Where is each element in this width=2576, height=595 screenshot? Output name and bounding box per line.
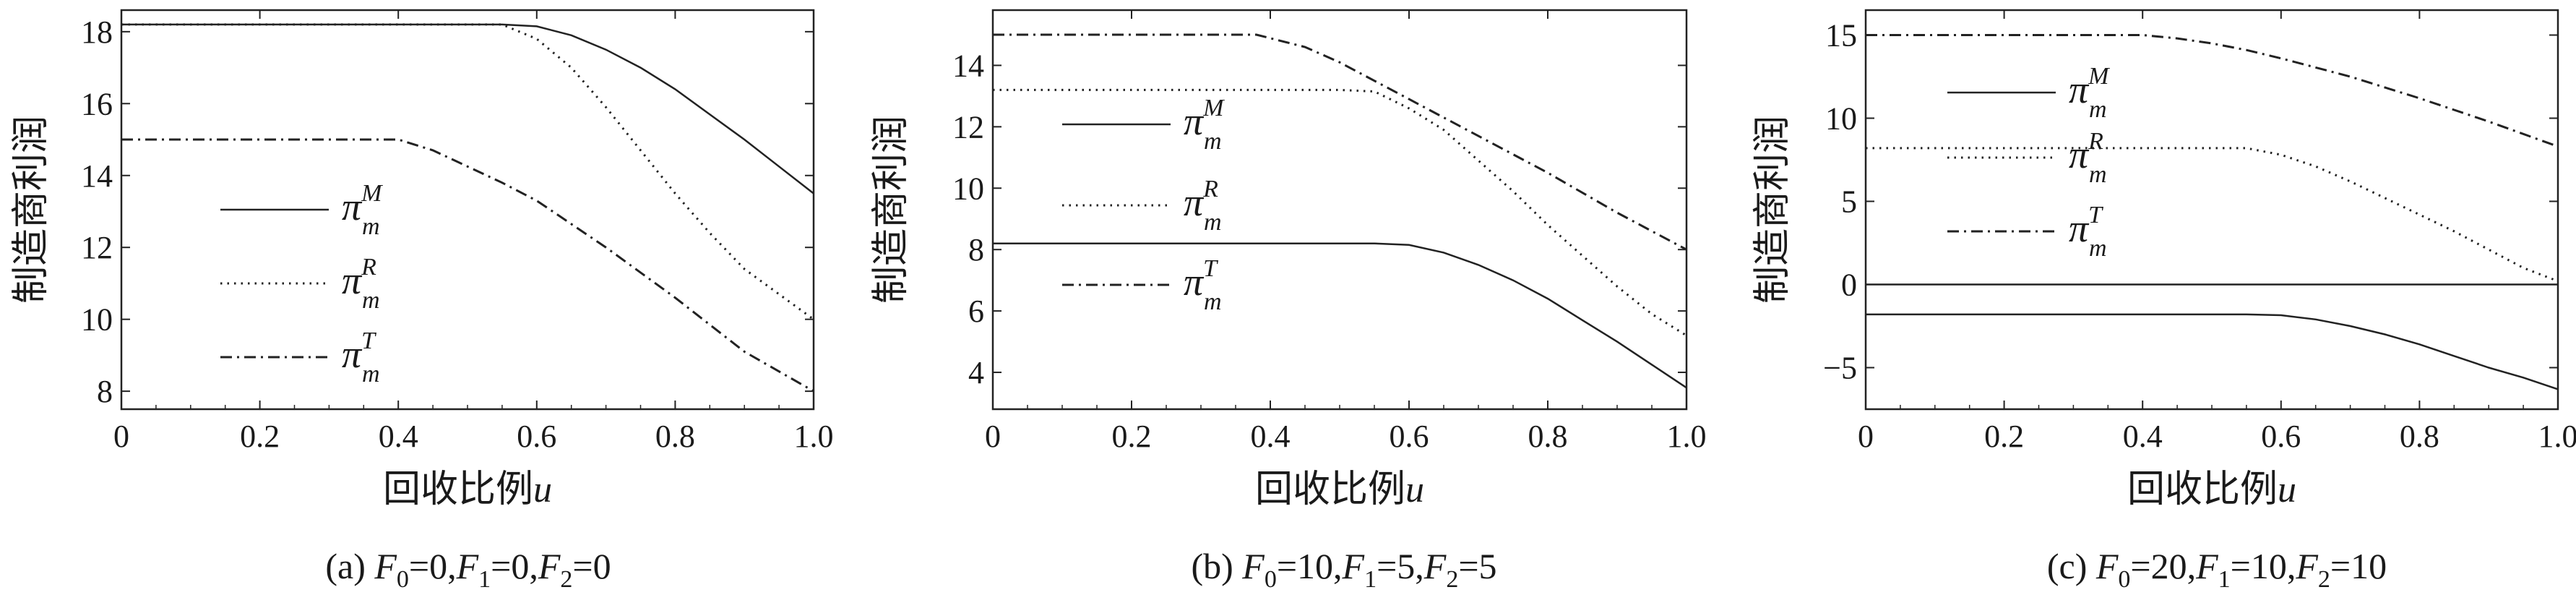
x-tick-label: 0.4	[1251, 419, 1291, 454]
x-tick-label: 0.8	[1528, 419, 1568, 454]
x-tick-label: 0.4	[379, 419, 418, 454]
y-axis-label: 制造商利润	[1752, 116, 1793, 304]
series-line-r	[121, 25, 814, 320]
x-tick-label: 0	[1858, 419, 1874, 454]
y-axis-label: 制造商利润	[11, 116, 52, 304]
series-line-m	[993, 244, 1687, 388]
x-tick-label: 0.2	[1112, 419, 1152, 454]
y-tick-label: 8	[968, 232, 984, 267]
series-line-t	[121, 140, 814, 391]
y-axis-label: 制造商利润	[871, 116, 912, 304]
y-tick-label: 15	[1825, 18, 1857, 53]
x-axis-label: 回收比例u	[2127, 469, 2296, 510]
panel-caption: (b) F0=10,F1=5,F2=5	[1191, 546, 1496, 591]
x-tick-label: 0	[113, 419, 129, 454]
y-tick-label: 10	[1825, 101, 1857, 137]
y-tick-label: 14	[81, 158, 113, 194]
y-tick-label: 5	[1841, 184, 1857, 220]
x-tick-label: 0.6	[2261, 419, 2301, 454]
panel-caption: (a) F0=0,F1=0,F2=0	[325, 546, 611, 591]
x-tick-label: 0.2	[240, 419, 280, 454]
x-tick-label: 0.8	[655, 419, 695, 454]
y-tick-label: 0	[1841, 267, 1857, 303]
series-line-m	[121, 25, 814, 194]
x-tick-label: 1.0	[794, 419, 834, 454]
y-tick-label: 12	[952, 109, 984, 145]
y-tick-label: 12	[81, 230, 113, 265]
x-tick-label: 0	[985, 419, 1001, 454]
plot-frame	[1866, 10, 2558, 409]
y-tick-label: 10	[81, 302, 113, 338]
x-axis-label: 回收比例u	[383, 469, 552, 510]
y-tick-label: −5	[1823, 351, 1857, 386]
y-tick-label: 14	[952, 48, 984, 83]
y-tick-label: 18	[81, 14, 113, 50]
x-tick-label: 1.0	[2538, 419, 2576, 454]
x-tick-label: 1.0	[1667, 419, 1707, 454]
y-tick-label: 4	[968, 355, 984, 390]
y-tick-label: 8	[97, 374, 113, 409]
plot-frame	[993, 10, 1687, 409]
series-line-t	[1866, 35, 2558, 147]
series-line-r	[1866, 148, 2558, 281]
series-line-m	[1866, 314, 2558, 390]
panel-caption: (c) F0=20,F1=10,F2=10	[2047, 546, 2387, 591]
series-line-r	[993, 90, 1687, 335]
series-line-t	[993, 35, 1687, 249]
x-tick-label: 0.8	[2400, 419, 2439, 454]
x-tick-label: 0.2	[1984, 419, 2024, 454]
x-tick-label: 0.6	[1390, 419, 1429, 454]
x-axis-label: 回收比例u	[1255, 469, 1424, 510]
x-tick-label: 0.4	[2123, 419, 2163, 454]
y-tick-label: 10	[952, 171, 984, 206]
x-tick-label: 0.6	[517, 419, 556, 454]
y-tick-label: 6	[968, 294, 984, 329]
y-tick-label: 16	[81, 86, 113, 121]
